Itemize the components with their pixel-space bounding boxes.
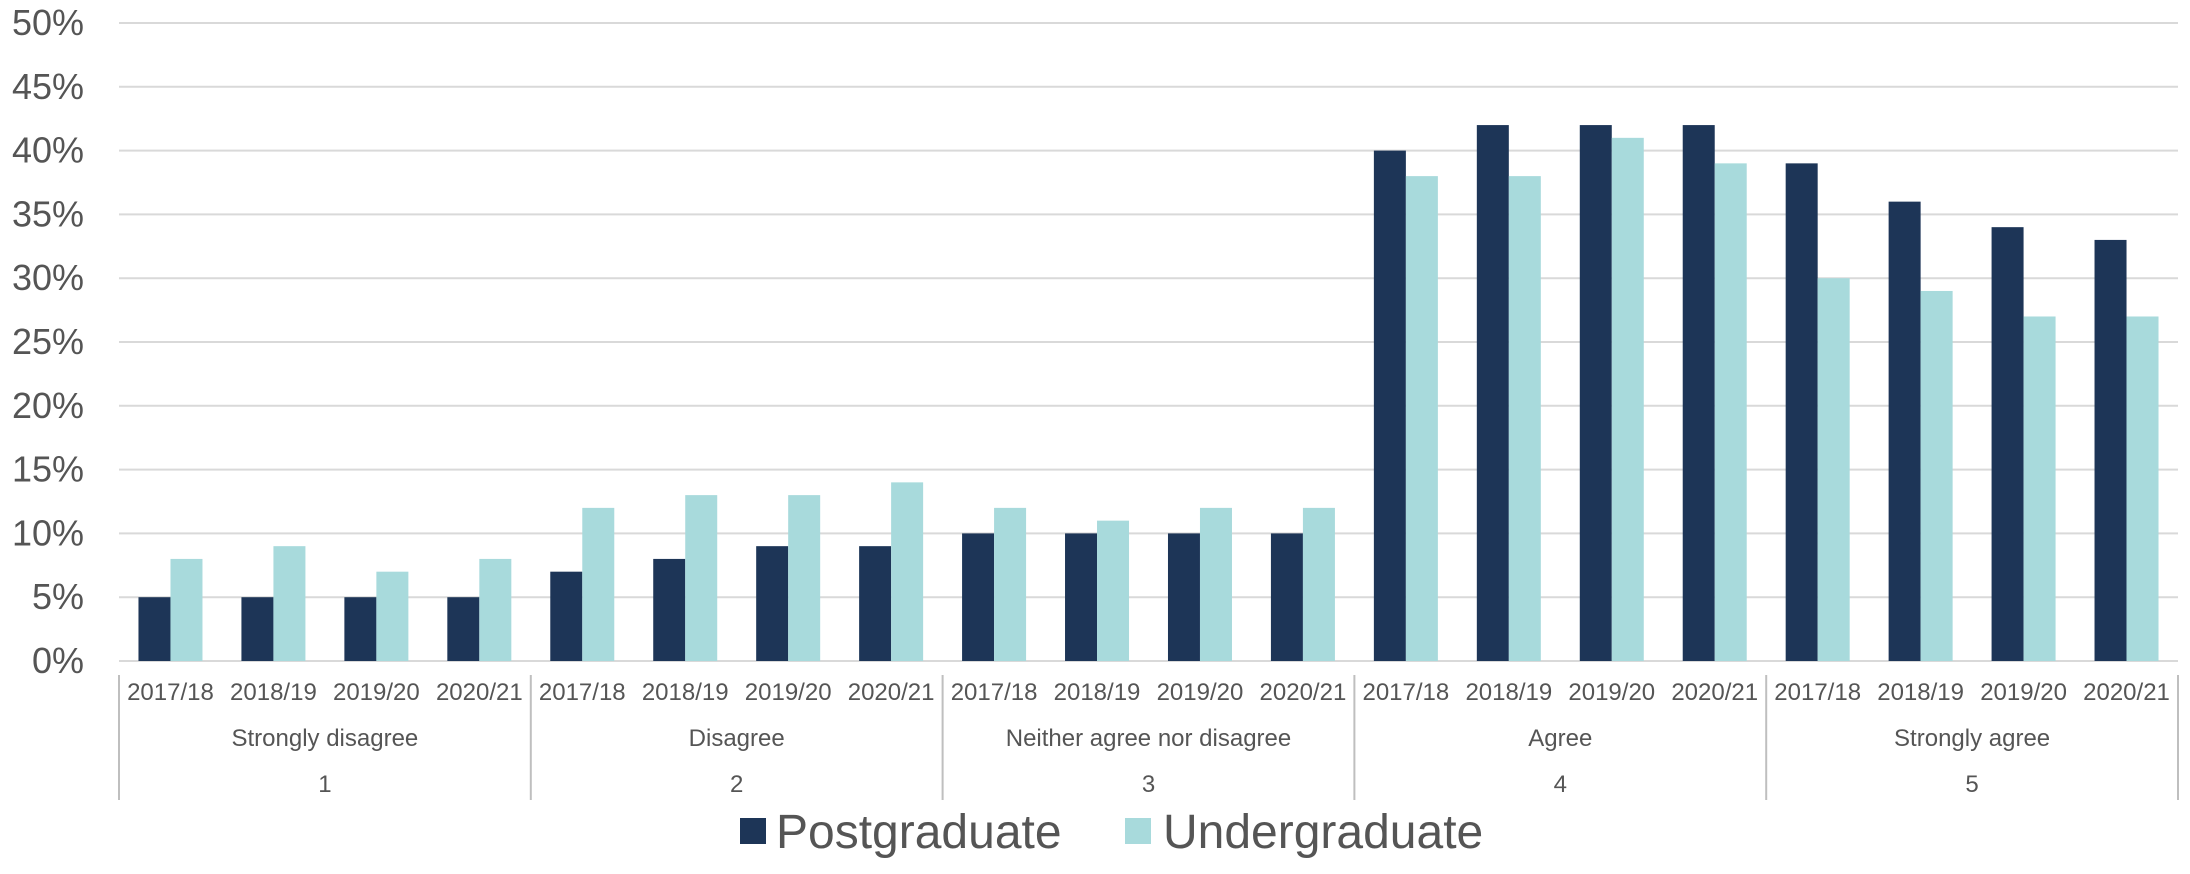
x-tick-label: 2020/21 [2083,679,2170,706]
bar-postgraduate [1579,125,1612,661]
y-axis-ticks: 0% 5% 10% 15% 20% 25% 30% 35% 40% 45% 50% [12,2,84,681]
bar-postgraduate [1065,533,1098,661]
bar-postgraduate [859,546,892,661]
bar-postgraduate [1888,201,1921,661]
x-tick-label: 2017/18 [1774,679,1861,706]
group-label: Neither agree nor disagree [1006,725,1292,752]
bar-postgraduate [653,558,686,661]
bar-postgraduate [1785,163,1818,662]
bar-undergraduate [376,571,409,661]
bar-postgraduate [1167,533,1200,661]
x-tick-label: 2019/20 [1980,679,2067,706]
bar-undergraduate [1405,176,1438,661]
bar-undergraduate [273,546,306,661]
x-tick-label: 2017/18 [539,679,626,706]
y-tick-label: 50% [12,2,84,43]
bar-undergraduate [1714,163,1747,662]
x-tick-label: 2017/18 [127,679,214,706]
bar-undergraduate [1817,278,1850,661]
bar-postgraduate [241,597,274,661]
bar-undergraduate [1611,137,1644,662]
x-tick-label: 2019/20 [1568,679,1655,706]
bar-undergraduate [1302,507,1335,661]
group-number-label: 5 [1965,771,1978,798]
y-tick-label: 20% [12,385,84,426]
x-tick-label: 2017/18 [1362,679,1449,706]
bar-postgraduate [447,597,480,661]
bar-undergraduate [891,482,924,661]
bar-postgraduate [1373,150,1406,661]
x-tick-label: 2018/19 [230,679,317,706]
bar-postgraduate [550,571,583,661]
group-label: Agree [1528,725,1592,752]
x-tick-label: 2018/19 [1465,679,1552,706]
gridlines [119,22,2178,662]
bar-postgraduate [1991,227,2024,661]
bar-postgraduate [1476,125,1509,661]
x-tick-label: 2020/21 [848,679,935,706]
bar-undergraduate [2126,316,2159,661]
x-tick-label: 2019/20 [745,679,832,706]
x-tick-label: 2018/19 [642,679,729,706]
group-label: Disagree [689,725,785,752]
legend: Postgraduate Undergraduate [740,806,1483,859]
bar-undergraduate [685,495,718,661]
bar-postgraduate [344,597,377,661]
legend-swatch [1125,818,1151,844]
group-number-label: 4 [1554,771,1567,798]
bar-undergraduate [2023,316,2056,661]
bar-undergraduate [1097,520,1130,661]
bar-undergraduate [1920,290,1953,661]
x-tick-label: 2020/21 [436,679,523,706]
bar-postgraduate [138,597,171,661]
bar-postgraduate [756,546,789,661]
legend-label: Undergraduate [1163,806,1483,859]
bars [138,125,2159,662]
group-number-label: 3 [1142,771,1155,798]
group-label: Strongly agree [1894,725,2050,752]
x-tick-label: 2018/19 [1054,679,1141,706]
bar-undergraduate [1199,507,1232,661]
bar-undergraduate [788,495,821,661]
bar-undergraduate [994,507,1027,661]
y-tick-label: 35% [12,193,84,234]
bar-postgraduate [2094,239,2127,662]
y-tick-label: 15% [12,449,84,490]
x-tick-label: 2020/21 [1671,679,1758,706]
bar-undergraduate [582,507,615,661]
y-tick-label: 45% [12,66,84,107]
legend-label: Postgraduate [776,806,1062,859]
bar-undergraduate [1508,176,1541,661]
y-tick-label: 25% [12,321,84,362]
legend-swatch [740,818,766,844]
bar-postgraduate [1270,533,1303,661]
group-label: Strongly disagree [232,725,419,752]
bar-undergraduate [479,558,512,661]
x-tick-label: 2020/21 [1260,679,1347,706]
y-tick-label: 40% [12,130,84,171]
y-tick-label: 30% [12,257,84,298]
bar-postgraduate [962,533,995,661]
y-tick-label: 5% [32,576,84,617]
y-tick-label: 10% [12,512,84,553]
group-number-label: 2 [730,771,743,798]
bar-undergraduate [170,558,203,661]
group-number-label: 1 [318,771,331,798]
x-axis: 2017/18 2018/19 2019/20 2020/21 2017/18 2018/… [118,675,2179,800]
y-tick-label: 0% [32,640,84,681]
x-tick-label: 2017/18 [951,679,1038,706]
x-tick-label: 2019/20 [1157,679,1244,706]
x-tick-label: 2019/20 [333,679,420,706]
x-tick-label: 2018/19 [1877,679,1964,706]
bar-postgraduate [1682,125,1715,661]
